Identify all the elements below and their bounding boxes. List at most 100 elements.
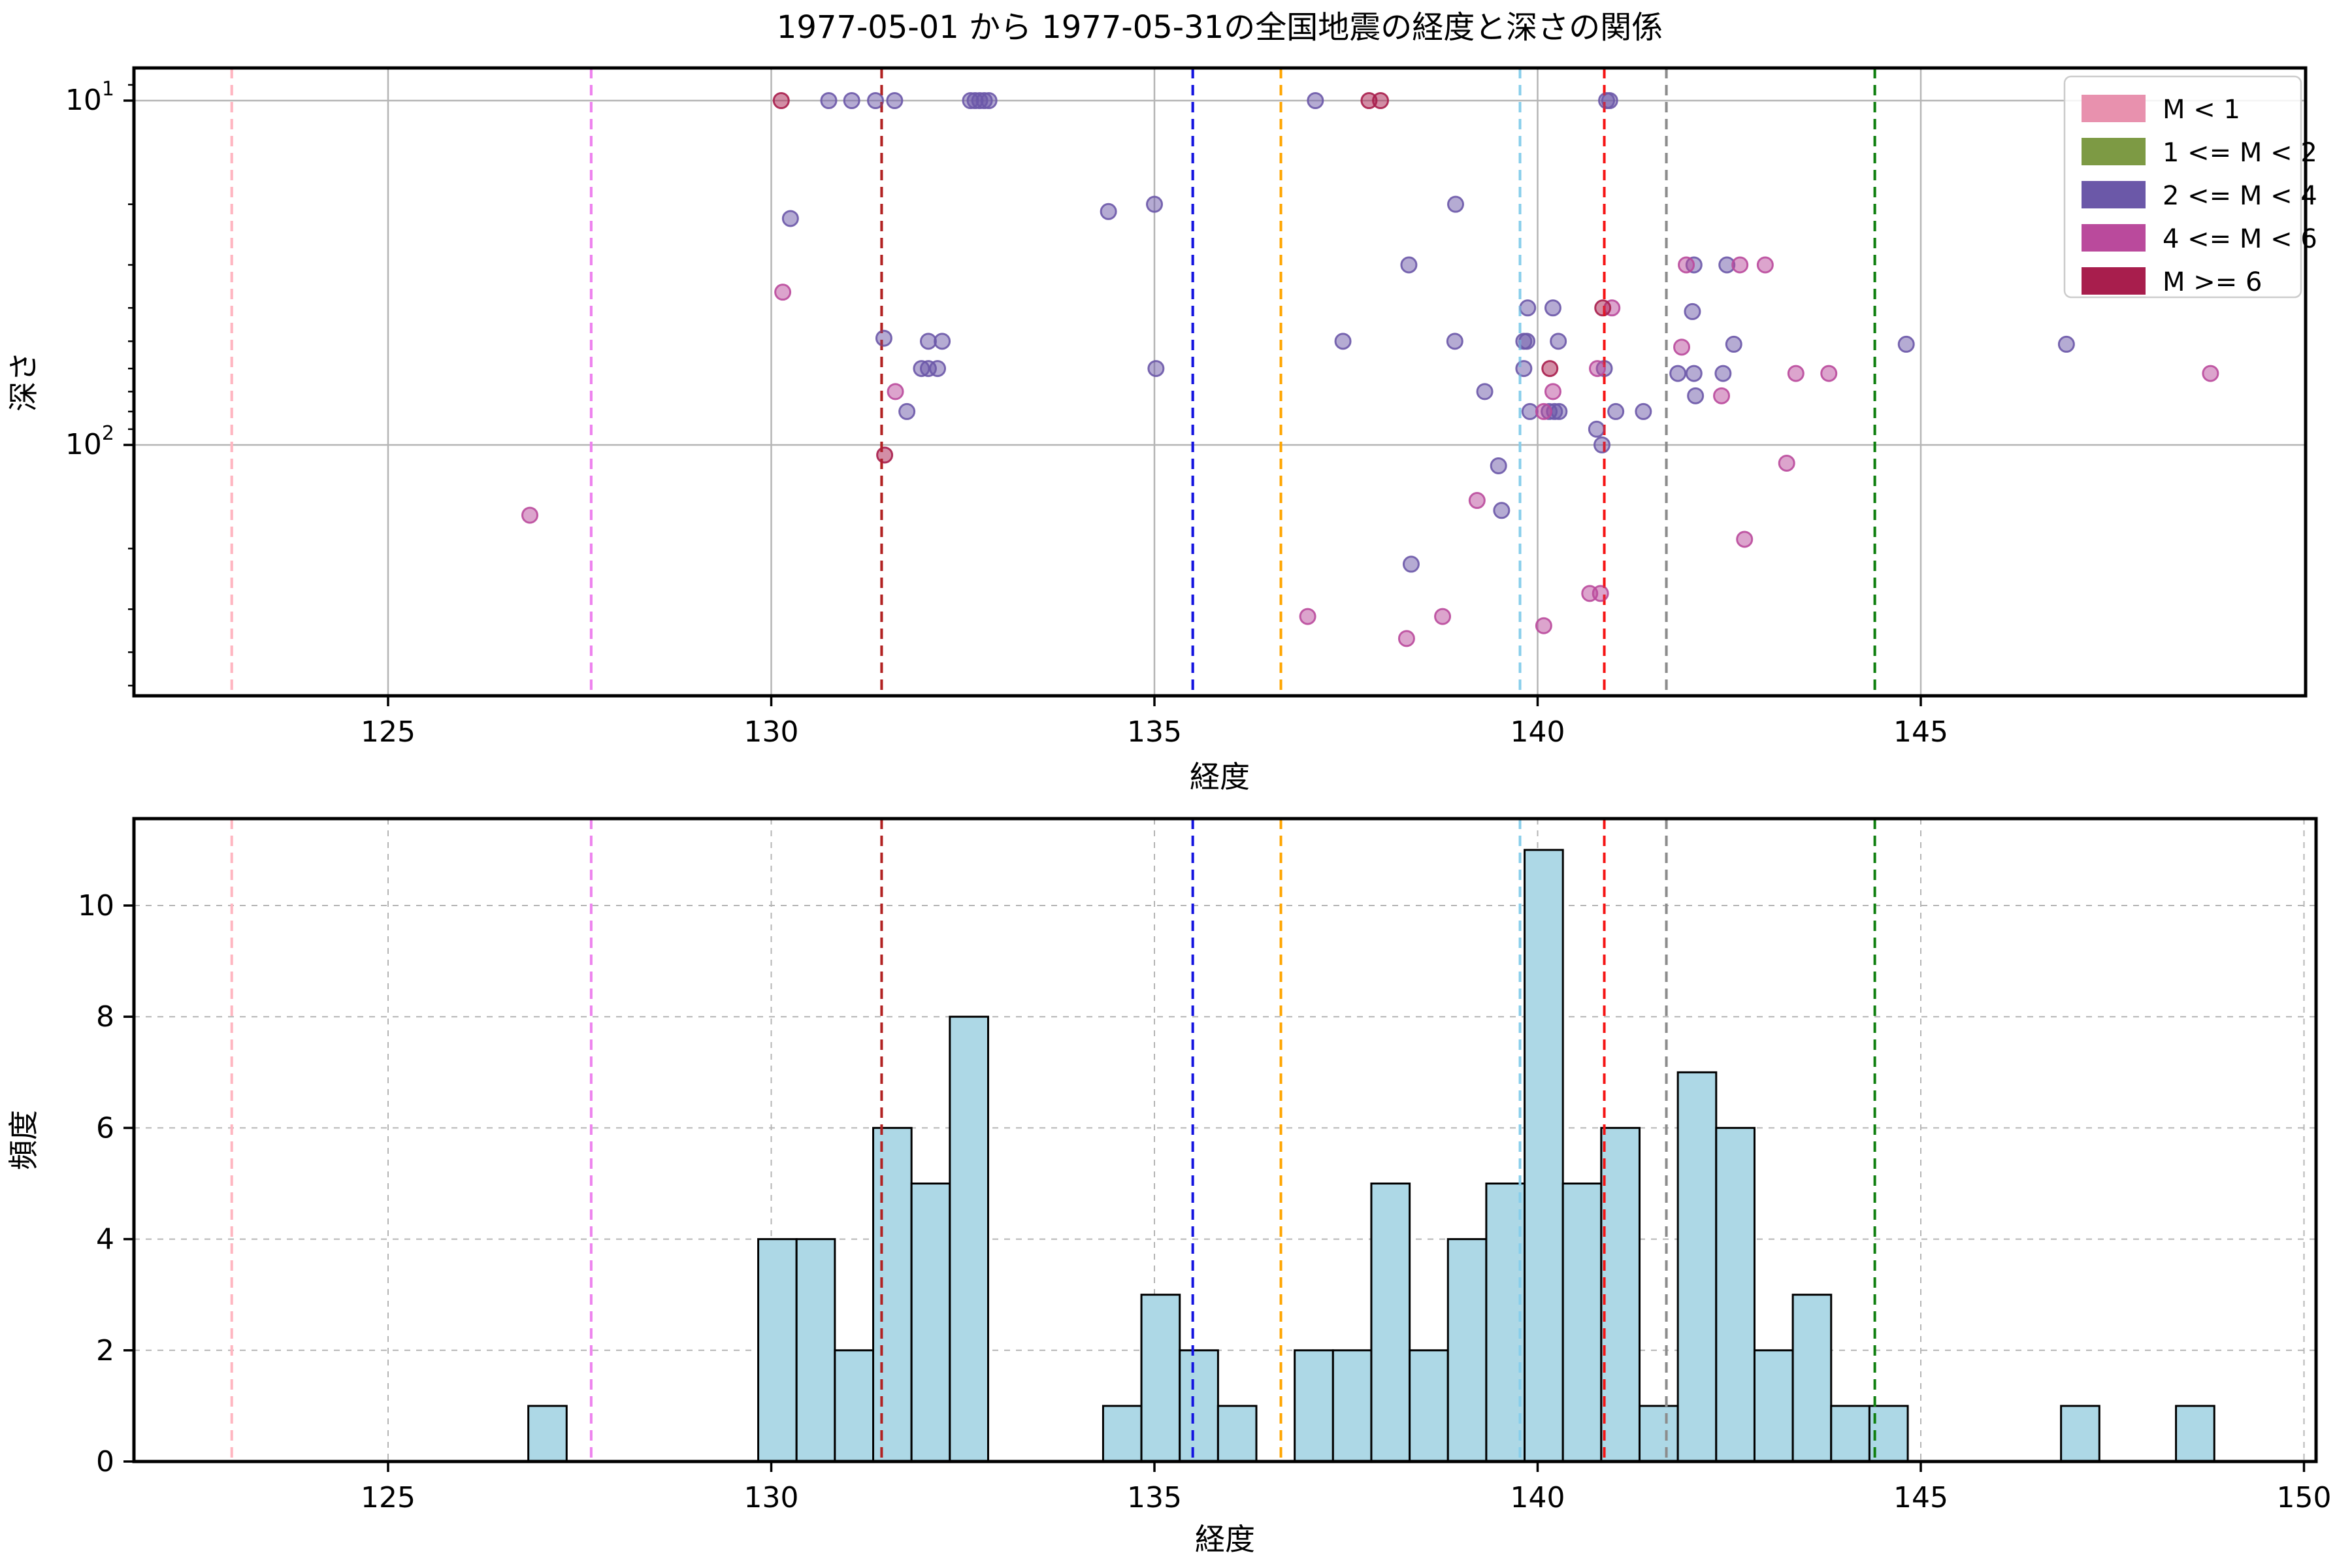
scatter-point [1820,365,1838,382]
scatter-point [1684,302,1701,320]
scatter-point [2202,365,2219,382]
top-x-tick-label: 130 [744,715,799,749]
scatter-point [1685,365,1703,382]
scatter-point [1446,195,1464,213]
scatter-point [1544,383,1561,400]
histogram-bar [1102,1405,1143,1463]
histogram-bar [1446,1238,1488,1463]
legend-swatch [2082,95,2146,122]
histogram-bar [1715,1126,1756,1463]
scatter-point [1446,333,1463,350]
histogram-bar [795,1238,836,1463]
top-x-tick-label: 125 [361,715,416,749]
scatter-point [2057,335,2075,353]
scatter-point [1535,402,1552,420]
top-plot-spines [132,66,2308,698]
scatter-point [919,333,937,350]
scatter-point [875,329,892,347]
scatter-point [1588,360,1606,378]
histogram-bar [1140,1294,1181,1463]
scatter-point [876,446,894,464]
top-yaxis-label: 深さ [6,351,41,412]
histogram-bar [527,1405,568,1463]
scatter-point [1490,457,1507,474]
bottom-x-tick-label: 145 [1893,1481,1948,1514]
histogram-bar [872,1126,913,1463]
histogram-bar [1600,1126,1641,1463]
scatter-point [781,210,799,227]
scatter-point [1535,617,1552,634]
scatter-point [934,333,951,350]
bottom-x-tick-label: 150 [2277,1481,2332,1514]
bottom-x-tick-label: 140 [1511,1481,1565,1514]
scatter-point [521,506,539,524]
scatter-point [1593,436,1611,453]
scatter-point [1521,402,1539,420]
scatter-point [1334,333,1352,350]
histogram-bar [1561,1183,1603,1463]
scatter-point [1594,299,1612,317]
legend-label: 4 <= M < 6 [2163,224,2317,254]
scatter-point [1397,630,1415,647]
scatter-point [887,383,904,400]
scatter-point [1307,92,1324,109]
scatter-point [1673,338,1691,356]
scatter-point [1541,360,1559,378]
scatter-point [1897,335,1915,353]
legend-swatch [2082,267,2146,295]
legend-swatch [2082,138,2146,165]
top-y-tick-label: 101 [65,78,114,117]
legend-label: M < 1 [2163,95,2240,125]
histogram-bar [1676,1071,1718,1463]
scatter-point [1402,555,1420,573]
histogram-bar [1331,1349,1373,1463]
scatter-point [867,92,885,109]
scatter-point [1468,492,1486,510]
scatter-point [1669,365,1687,382]
bottom-y-tick-label: 6 [96,1111,114,1145]
scatter-point [1731,256,1749,274]
scatter-point [772,92,790,109]
scatter-point [1400,256,1418,274]
scatter-point [1372,92,1390,109]
scatter-point [1515,360,1533,378]
legend-label: 2 <= M < 4 [2163,181,2317,211]
bottom-y-tick-label: 0 [96,1445,114,1478]
scatter-point [1100,203,1117,220]
scatter-point [1434,608,1452,625]
scatter-point [929,360,947,378]
scatter-point [1588,420,1605,438]
histogram-bar [1217,1405,1258,1463]
scatter-point [1635,402,1652,420]
histogram-bar [2175,1405,2215,1463]
scatter-point [1147,360,1165,378]
scatter-point [1778,454,1795,472]
scatter-point [898,402,916,420]
scatter-point [1713,387,1731,404]
scatter-point [1736,531,1754,548]
histogram-bar [1370,1183,1411,1463]
scatter-point [1519,299,1537,317]
bottom-y-tick-label: 8 [96,1000,114,1034]
histogram-bar [949,1015,989,1463]
histogram-bar [1485,1183,1526,1463]
top-x-tick-label: 140 [1511,715,1565,749]
figure-title: 1977-05-01 から 1977-05-31の全国地震の経度と深さの関係 [777,9,1663,46]
legend-label: 1 <= M < 2 [2163,138,2317,168]
bottom-y-tick-label: 2 [96,1334,114,1367]
scatter-point [1299,608,1316,625]
scatter-point [820,92,838,109]
scatter-point [1550,402,1568,420]
scatter-point [1678,256,1695,274]
scatter-point [980,92,998,109]
histogram-bar [910,1183,951,1463]
scatter-point [843,92,860,109]
histogram-bar [1830,1405,1870,1463]
scatter-point [1518,333,1536,350]
scatter-point [1687,387,1705,404]
histogram-bar [2060,1405,2100,1463]
scatter-point [1756,256,1774,274]
histogram-bar [1294,1349,1334,1463]
